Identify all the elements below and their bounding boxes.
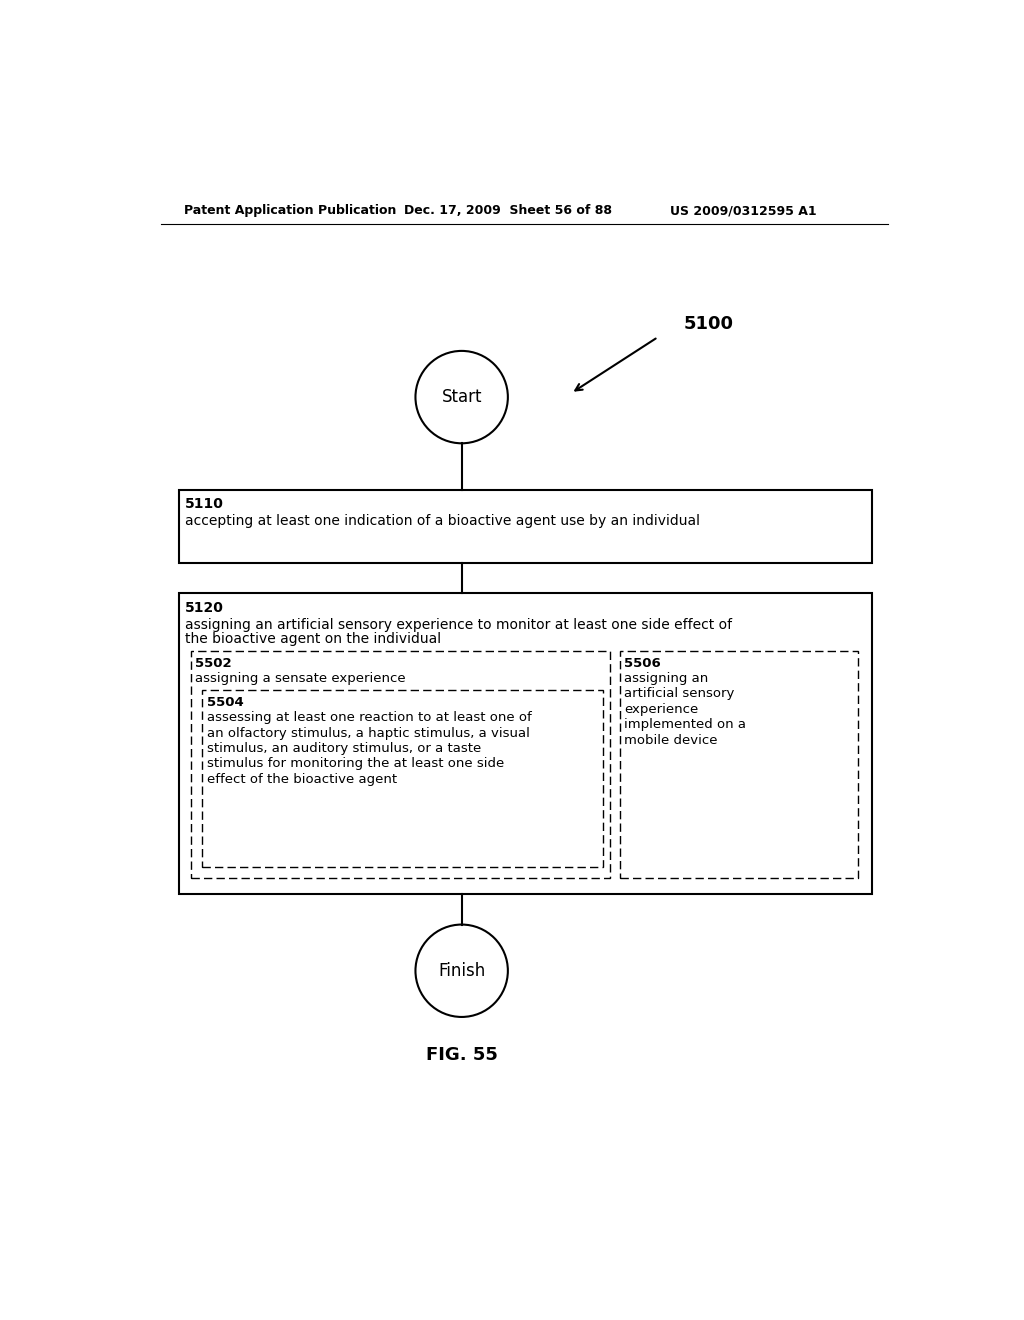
Bar	[179, 594, 872, 894]
Text: 5504: 5504	[207, 696, 244, 709]
Text: an olfactory stimulus, a haptic stimulus, a visual: an olfactory stimulus, a haptic stimulus…	[207, 726, 529, 739]
Bar	[179, 490, 872, 562]
Bar	[202, 689, 602, 867]
Text: effect of the bioactive agent: effect of the bioactive agent	[207, 774, 397, 785]
Text: stimulus for monitoring the at least one side: stimulus for monitoring the at least one…	[207, 758, 504, 771]
Text: implemented on a: implemented on a	[625, 718, 746, 731]
Text: FIG. 55: FIG. 55	[426, 1047, 498, 1064]
Text: accepting at least one indication of a bioactive agent use by an individual: accepting at least one indication of a b…	[185, 515, 700, 528]
Text: 5506: 5506	[625, 657, 660, 671]
Text: Patent Application Publication: Patent Application Publication	[184, 205, 397, 218]
Bar	[620, 651, 858, 878]
Text: 5110: 5110	[185, 498, 224, 511]
Text: 5502: 5502	[196, 657, 231, 671]
Text: US 2009/0312595 A1: US 2009/0312595 A1	[670, 205, 816, 218]
Text: stimulus, an auditory stimulus, or a taste: stimulus, an auditory stimulus, or a tas…	[207, 742, 481, 755]
Text: Start: Start	[441, 388, 482, 407]
Text: 5100: 5100	[683, 315, 733, 333]
Text: the bioactive agent on the individual: the bioactive agent on the individual	[185, 632, 441, 645]
Text: Dec. 17, 2009  Sheet 56 of 88: Dec. 17, 2009 Sheet 56 of 88	[403, 205, 612, 218]
Text: experience: experience	[625, 702, 698, 715]
Text: assigning an: assigning an	[625, 672, 709, 685]
Text: Finish: Finish	[438, 962, 485, 979]
Bar	[190, 651, 610, 878]
Text: assessing at least one reaction to at least one of: assessing at least one reaction to at le…	[207, 711, 531, 725]
Text: assigning an artificial sensory experience to monitor at least one side effect o: assigning an artificial sensory experien…	[185, 618, 732, 632]
Text: mobile device: mobile device	[625, 734, 718, 747]
Text: assigning a sensate experience: assigning a sensate experience	[196, 672, 406, 685]
Text: 5120: 5120	[185, 601, 224, 615]
Text: artificial sensory: artificial sensory	[625, 688, 734, 701]
